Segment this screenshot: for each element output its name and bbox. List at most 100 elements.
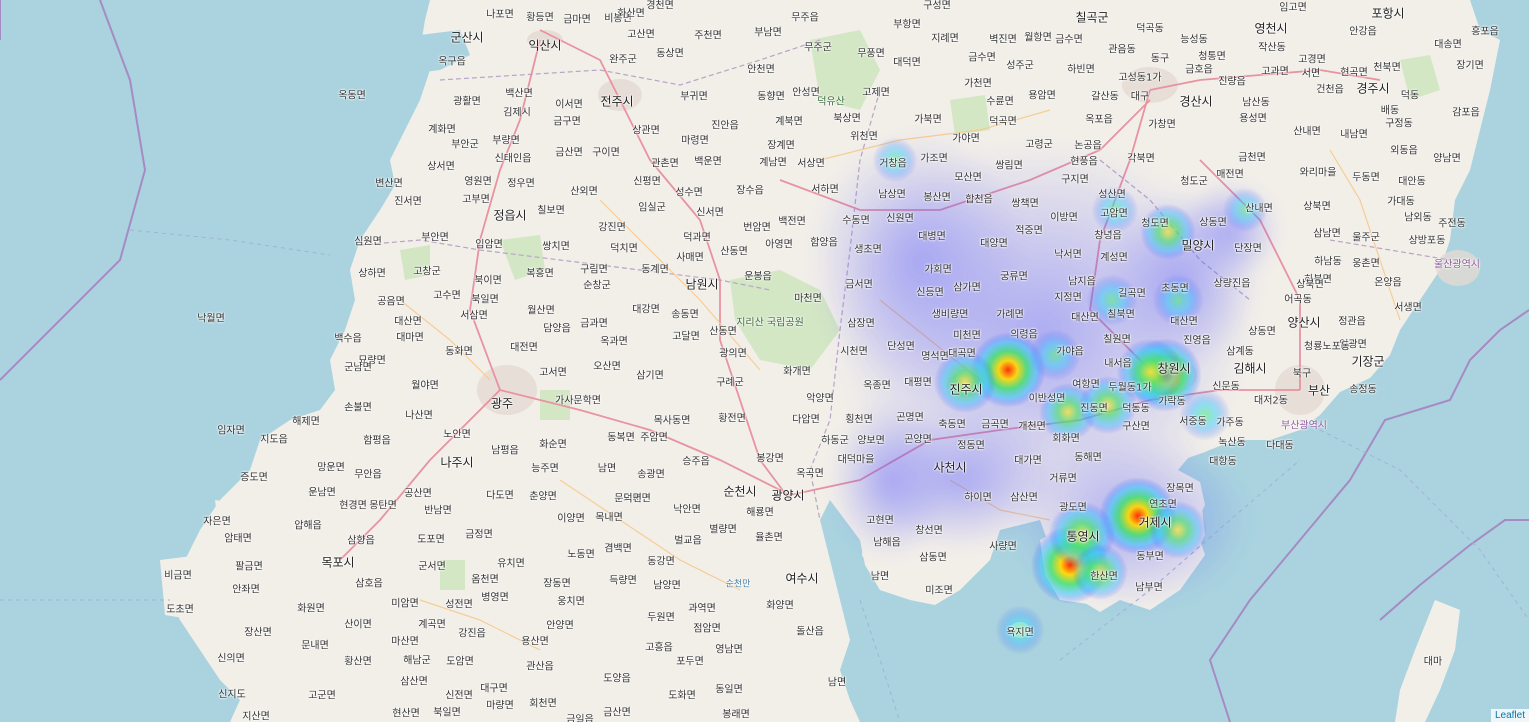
place-label: 안좌면	[232, 584, 260, 596]
place-label: 칠곡군	[1075, 10, 1109, 25]
place-label: 무주군	[804, 42, 832, 54]
place-label: 산외면	[570, 186, 598, 198]
place-label: 밀양시	[1181, 238, 1215, 253]
place-label: 노동면	[567, 549, 595, 561]
heatmap-layer	[810, 130, 1280, 655]
place-label: 금천면	[1238, 152, 1266, 164]
place-label: 북일면	[433, 707, 461, 719]
place-label: 정관읍	[1338, 316, 1366, 328]
place-label: 고서면	[539, 367, 567, 379]
west-islands	[160, 500, 410, 690]
place-label: 안강읍	[1349, 26, 1377, 38]
place-label: 순천시	[723, 484, 757, 499]
place-label: 가사문학면	[555, 395, 601, 407]
place-label: 생비량면	[931, 309, 969, 321]
place-label: 남산동	[1242, 97, 1270, 109]
place-label: 서삼면	[460, 310, 488, 322]
place-label: 산이면	[344, 619, 372, 631]
place-label: 초동면	[1161, 283, 1189, 295]
place-label: 의령읍	[1010, 329, 1038, 341]
place-label: 북일면	[471, 294, 499, 306]
place-label: 몽탄면	[369, 500, 397, 512]
place-label: 금구면	[553, 116, 581, 128]
place-label: 거류면	[1049, 473, 1077, 485]
place-label: 계화면	[428, 124, 456, 136]
place-label: 신등면	[916, 287, 944, 299]
place-label: 구지면	[1061, 174, 1089, 186]
place-label: 고창군	[413, 266, 441, 278]
place-label: 가조면	[920, 153, 948, 165]
place-label: 금마면	[563, 14, 591, 26]
place-label: 광활면	[453, 96, 481, 108]
place-label: 해남군	[403, 655, 431, 667]
place-label: 진안읍	[711, 120, 739, 132]
place-label: 동해면	[1074, 452, 1102, 464]
place-label: 한산면	[1090, 571, 1118, 583]
place-label: 고흥읍	[645, 642, 673, 654]
place-label: 마령면	[681, 135, 709, 147]
place-label: 해제면	[292, 416, 320, 428]
place-label: 해룡면	[746, 507, 774, 519]
place-label: 가례면	[996, 309, 1024, 321]
place-label: 겸백면	[604, 543, 632, 555]
place-label: 창녕읍	[1094, 230, 1122, 242]
place-label: 부산	[1307, 383, 1331, 398]
place-label: 가야읍	[1056, 346, 1084, 358]
place-label: 문덕면	[614, 493, 642, 505]
place-label: 대곡면	[948, 348, 976, 360]
place-label: 동향면	[757, 91, 785, 103]
place-label: 송동면	[671, 309, 699, 321]
place-label: 동계면	[641, 264, 669, 276]
heatmap-hotspot	[1072, 544, 1128, 600]
place-label: 주전동	[1438, 218, 1466, 230]
place-label: 담양읍	[543, 323, 571, 335]
place-label: 삼기면	[636, 370, 664, 382]
place-label: 망운면	[317, 462, 345, 474]
place-label: 봉래면	[722, 709, 750, 721]
place-label: 점암면	[693, 623, 721, 635]
heatmap-hotspot	[1149, 501, 1207, 559]
place-label: 도화면	[668, 690, 696, 702]
place-label: 송광면	[637, 469, 665, 481]
place-label: 진주시	[949, 382, 983, 397]
heatmap-hotspot	[1179, 389, 1231, 441]
place-label: 낙서면	[1054, 249, 1082, 261]
place-label: 남면	[827, 677, 847, 689]
place-label: 승주읍	[682, 456, 710, 468]
place-label: 삼가면	[953, 282, 981, 294]
place-label: 두월동1가	[1108, 382, 1152, 394]
place-label: 성수면	[675, 187, 703, 199]
place-label: 사매면	[676, 252, 704, 264]
place-label: 김해시	[1233, 361, 1267, 376]
place-label: 묘량면	[358, 355, 386, 367]
place-label: 장목면	[1166, 483, 1194, 495]
tsushima-island	[1395, 600, 1460, 722]
place-label: 일광면	[1339, 339, 1367, 351]
place-label: 임자면	[217, 425, 245, 437]
place-label: 송정동	[1349, 384, 1377, 396]
place-label: 안양면	[546, 620, 574, 632]
place-label: 남평읍	[491, 445, 519, 457]
place-label: 포항시	[1371, 6, 1405, 21]
map-attribution[interactable]: Leaflet	[1490, 709, 1529, 722]
place-label: 임실군	[638, 202, 666, 214]
place-label: 병영면	[481, 592, 509, 604]
place-label: 도양읍	[603, 673, 631, 685]
place-label: 나포면	[486, 9, 514, 21]
place-label: 옥포읍	[1085, 114, 1113, 126]
place-label: 가대동	[1387, 196, 1415, 208]
place-label: 백전면	[778, 216, 806, 228]
place-label: 도포면	[417, 534, 445, 546]
place-label: 낙월면	[197, 313, 225, 325]
place-label: 대병면	[918, 231, 946, 243]
place-label: 광주	[490, 396, 514, 411]
place-label: 비금면	[164, 570, 192, 582]
place-label: 덕곡면	[989, 116, 1017, 128]
place-label: 금수면	[968, 52, 996, 64]
place-label: 능주면	[531, 463, 559, 475]
place-label: 대산면	[1071, 312, 1099, 324]
place-label: 용암면	[1028, 90, 1056, 102]
place-label: 대안동	[1398, 176, 1426, 188]
